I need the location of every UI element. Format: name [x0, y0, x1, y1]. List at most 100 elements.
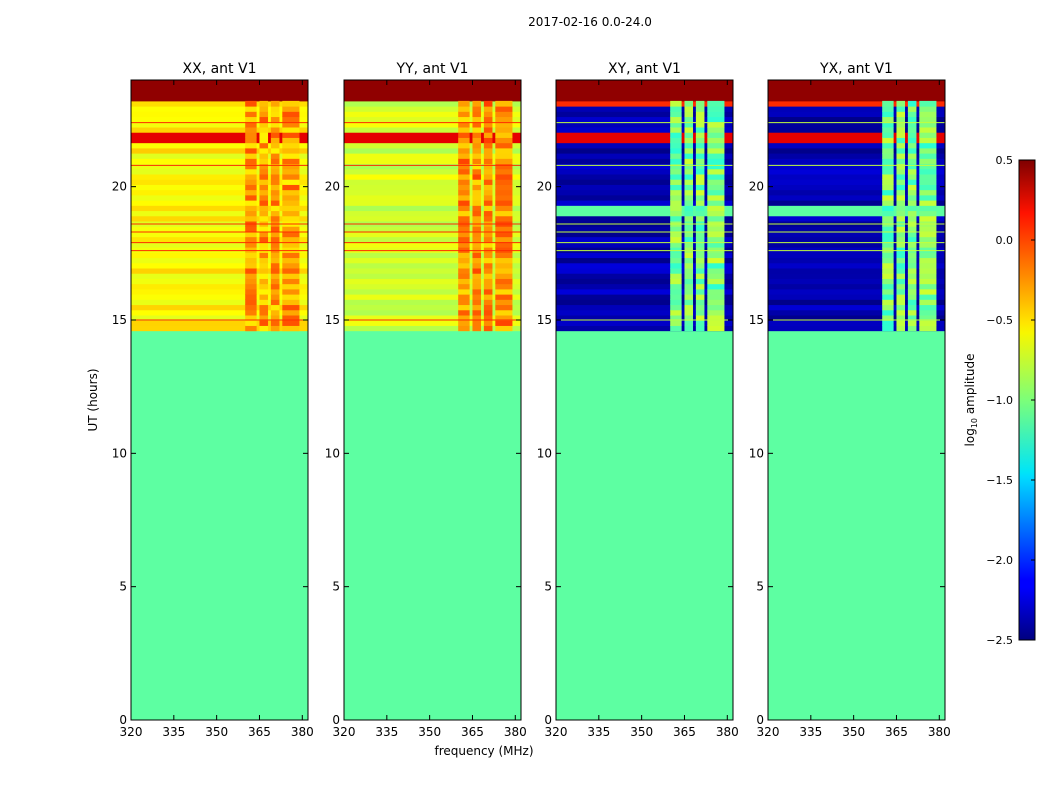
bright-band-cell	[259, 283, 269, 290]
bright-band-cell	[882, 283, 894, 290]
bright-band-cell	[896, 200, 906, 206]
heatmap-row	[768, 247, 945, 253]
bright-band-cell	[896, 252, 906, 259]
bright-band-cell	[907, 174, 917, 180]
bright-band-cell	[472, 283, 482, 290]
bright-band-cell	[259, 147, 269, 154]
bright-band-cell	[458, 226, 470, 232]
heatmap-row	[344, 215, 521, 222]
bright-band-cell	[495, 210, 513, 217]
bright-band-cell	[907, 127, 917, 133]
bright-band-cell	[270, 325, 280, 332]
bright-band-cell	[495, 200, 513, 206]
heatmap-row	[768, 315, 945, 321]
bright-band-cell	[458, 174, 470, 180]
y-tick-label: 15	[749, 313, 764, 327]
bright-band-cell	[882, 121, 894, 128]
heatmap-row	[768, 226, 945, 232]
bright-band-cell	[896, 231, 906, 238]
bright-band-cell	[919, 252, 937, 259]
bright-band-cell	[458, 299, 470, 306]
bright-band-cell	[483, 226, 493, 232]
bright-band-cell	[896, 153, 906, 159]
bright-band-cell	[907, 116, 917, 123]
bright-band-cell	[670, 226, 682, 232]
bright-band-cell	[882, 315, 894, 321]
bright-band-cell	[282, 106, 300, 112]
heatmap-row	[556, 194, 733, 201]
bright-band-cell	[882, 168, 894, 175]
bright-band-cell	[896, 226, 906, 232]
y-tick-label: 5	[332, 580, 340, 594]
bright-band-cell	[472, 174, 482, 180]
bright-band-cell	[282, 210, 300, 217]
bright-band-cell	[270, 142, 280, 149]
bright-band-cell	[882, 278, 894, 285]
bright-band-cell	[907, 268, 917, 274]
bright-band-cell	[495, 226, 513, 232]
heatmap-row	[131, 283, 308, 290]
bright-band-cell	[707, 137, 725, 144]
heatmap-row	[556, 325, 733, 332]
bright-band-cell	[472, 111, 482, 118]
bright-band-cell	[472, 121, 482, 128]
bright-band-cell	[259, 315, 269, 321]
bright-band-cell	[919, 320, 937, 326]
heatmap-row	[344, 153, 521, 159]
bright-band-cell	[458, 200, 470, 206]
bright-band-cell	[472, 194, 482, 201]
bright-band-cell	[282, 137, 300, 144]
bright-band-cell	[472, 200, 482, 206]
heatmap-row	[344, 231, 521, 238]
bright-band-cell	[282, 283, 300, 290]
bright-band-cell	[896, 262, 906, 269]
bright-band-cell	[472, 288, 482, 295]
bright-band-cell	[684, 215, 694, 222]
bright-band-cell	[707, 200, 725, 206]
bright-band-cell	[907, 273, 917, 279]
heatmap-row	[556, 241, 733, 248]
bright-band-cell	[245, 236, 257, 243]
bright-band-cell	[458, 309, 470, 316]
bright-band-cell	[684, 205, 694, 212]
bright-band-cell	[282, 205, 300, 212]
bright-band-cell	[282, 288, 300, 295]
bright-band-cell	[882, 153, 894, 159]
heatmap-row	[768, 236, 945, 243]
bright-band-cell	[282, 153, 300, 159]
bright-band-cell	[495, 174, 513, 180]
bright-band-cell	[282, 299, 300, 306]
heatmap-row	[556, 205, 733, 212]
bright-band-cell	[472, 168, 482, 175]
bright-band-cell	[684, 121, 694, 128]
bright-band-cell	[495, 273, 513, 279]
bright-band-cell	[270, 294, 280, 300]
bright-band-cell	[483, 299, 493, 306]
bright-band-cell	[882, 262, 894, 269]
colorbar-tick-label: −1.5	[986, 474, 1013, 487]
heatmap-row	[768, 299, 945, 306]
bright-band-cell	[282, 127, 300, 133]
bright-band-cell	[483, 158, 493, 165]
panel-frame	[343, 79, 522, 721]
bright-band-cell	[919, 132, 937, 138]
bright-band-cell	[670, 153, 682, 159]
bright-band-cell	[882, 132, 894, 138]
x-axis-label: frequency (MHz)	[434, 744, 533, 758]
bright-band-cell	[896, 325, 906, 332]
bright-band-cell	[684, 315, 694, 321]
bright-band-cell	[882, 200, 894, 206]
bright-band-cell	[270, 231, 280, 238]
bright-band-cell	[259, 100, 269, 107]
heatmap-row	[556, 215, 733, 222]
heatmap-row	[344, 80, 521, 86]
bright-band-cell	[282, 247, 300, 253]
bright-band-cell	[270, 189, 280, 196]
bright-band-cell	[270, 304, 280, 311]
bright-band-cell	[245, 273, 257, 279]
bright-band-cell	[270, 273, 280, 279]
bright-band-cell	[684, 304, 694, 311]
heatmap-row	[344, 257, 521, 264]
heatmap-row	[768, 325, 945, 332]
colorbar-tick-label: −0.5	[986, 314, 1013, 327]
